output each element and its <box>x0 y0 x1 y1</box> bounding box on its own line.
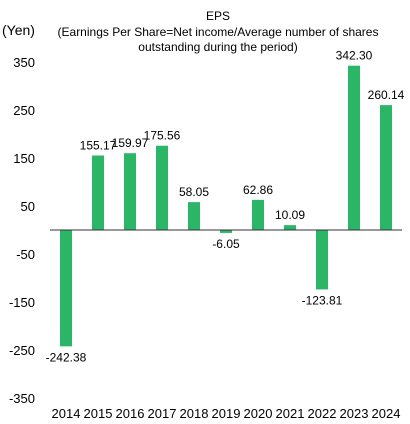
x-tick-label: 2018 <box>180 406 209 421</box>
y-tick-label: 250 <box>13 103 35 118</box>
x-tick-label: 2015 <box>84 406 113 421</box>
data-label: 342.30 <box>336 49 373 63</box>
data-label: 62.86 <box>243 183 273 197</box>
x-tick-label: 2020 <box>244 406 273 421</box>
bar-2018 <box>188 202 200 230</box>
data-label: -123.81 <box>302 293 343 307</box>
chart-title: EPS <box>206 9 230 23</box>
y-tick-label: -250 <box>9 343 35 358</box>
y-axis-unit-label: (Yen) <box>2 22 35 38</box>
x-tick-label: 2017 <box>148 406 177 421</box>
data-label: -6.05 <box>212 237 240 251</box>
bar-2017 <box>156 145 168 230</box>
y-tick-label: 350 <box>13 55 35 70</box>
bar-2022 <box>316 230 328 290</box>
data-label: 159.97 <box>112 136 149 150</box>
x-tick-label: 2016 <box>116 406 145 421</box>
bar-2016 <box>124 153 136 230</box>
data-label: 260.14 <box>368 88 405 102</box>
bar-2014 <box>60 230 72 347</box>
x-tick-label: 2024 <box>372 406 401 421</box>
x-tick-label: 2022 <box>308 406 337 421</box>
bar-2021 <box>284 225 296 230</box>
bar-2024 <box>380 105 392 230</box>
bar-2019 <box>220 230 232 233</box>
x-tick-label: 2021 <box>276 406 305 421</box>
y-tick-label: -350 <box>9 391 35 406</box>
bar-2023 <box>348 65 360 230</box>
chart-subtitle-line1: (Earnings Per Share=Net income/Average n… <box>58 25 379 39</box>
data-label: 10.09 <box>275 208 305 222</box>
data-label: 58.05 <box>179 185 209 199</box>
chart-subtitle-line2: outstanding during the period) <box>138 40 297 54</box>
bars-group <box>60 65 392 347</box>
x-tick-labels: 2014 2015 2016 2017 2018 2019 2020 2021 2022 2023… <box>52 406 401 421</box>
y-tick-label: 50 <box>21 199 35 214</box>
y-tick-label: 150 <box>13 151 35 166</box>
y-tick-labels: 350 250 150 50 -50 -150 -250 -350 <box>9 55 35 406</box>
y-tick-label: -50 <box>16 247 35 262</box>
data-label: -242.38 <box>46 350 87 364</box>
x-tick-label: 2019 <box>212 406 241 421</box>
data-label: 175.56 <box>144 129 181 143</box>
x-tick-label: 2023 <box>340 406 369 421</box>
x-tick-label: 2014 <box>52 406 81 421</box>
data-label: 155.17 <box>80 139 117 153</box>
y-tick-label: -150 <box>9 295 35 310</box>
bar-2015 <box>92 155 104 230</box>
bar-2020 <box>252 199 264 230</box>
